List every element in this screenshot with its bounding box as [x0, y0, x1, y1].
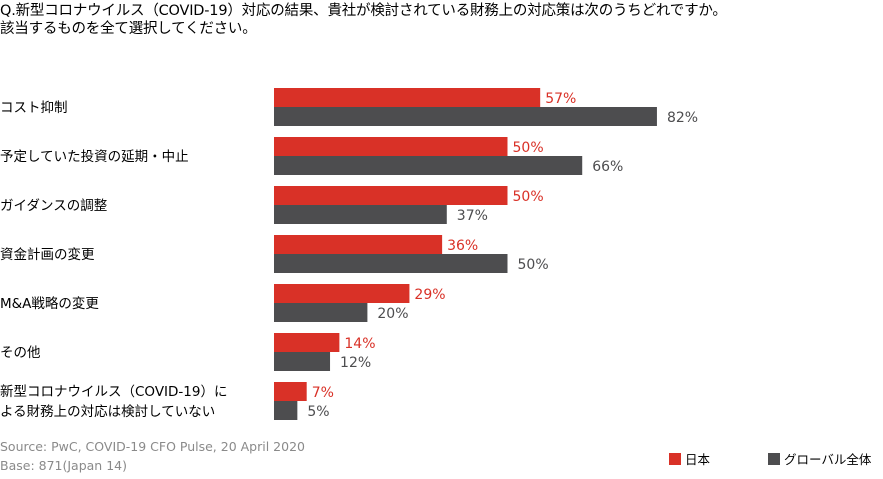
chart-footnote: Source: PwC, COVID-19 CFO Pulse, 20 Apri…	[0, 437, 305, 475]
value-label-japan: 50%	[513, 189, 544, 205]
bar-japan	[274, 382, 307, 401]
value-label-global: 12%	[340, 355, 371, 371]
bar-global	[274, 107, 657, 126]
bar-japan	[274, 284, 410, 303]
source-note: Source: PwC, COVID-19 CFO Pulse, 20 Apri…	[0, 439, 305, 454]
bar-global	[274, 401, 298, 420]
bar-global	[274, 352, 331, 371]
base-note: Base: 871(Japan 14)	[0, 458, 127, 473]
legend-label-japan: 日本	[685, 452, 711, 467]
bar-global	[274, 303, 368, 322]
value-label-japan: 50%	[513, 140, 544, 156]
category-label: M&A戦略の変更	[0, 295, 99, 312]
value-label-global: 50%	[518, 257, 549, 273]
title-line-1: Q.新型コロナウイルス（COVID-19）対応の結果、貴社が検討されている財務上…	[0, 3, 727, 19]
category-label: よる財務上の対応は検討していない	[0, 404, 215, 420]
bar-global	[274, 254, 508, 273]
bar-japan	[274, 137, 508, 156]
bar-global	[274, 156, 583, 175]
value-label-japan: 29%	[414, 287, 445, 303]
bar-japan	[274, 88, 541, 107]
value-label-global: 66%	[592, 159, 623, 175]
bar-japan	[274, 333, 340, 352]
value-label-global: 20%	[377, 306, 408, 322]
category-label: 新型コロナウイルス（COVID-19）に	[0, 384, 227, 400]
bar-japan	[274, 235, 443, 254]
legend-swatch-japan	[669, 452, 681, 465]
category-label: コスト抑制	[0, 100, 68, 116]
category-label: その他	[0, 345, 41, 361]
legend-item-global: グローバル全体	[768, 449, 871, 468]
value-label-global: 37%	[457, 208, 488, 224]
legend-swatch-global	[768, 452, 780, 465]
category-label: 予定していた投資の延期・中止	[0, 149, 189, 165]
value-label-japan: 7%	[312, 385, 334, 401]
legend-label-global: グローバル全体	[784, 452, 872, 467]
value-label-japan: 36%	[447, 238, 478, 254]
legend-item-japan: 日本	[669, 449, 710, 468]
value-label-japan: 57%	[545, 91, 576, 107]
bar-global	[274, 205, 447, 224]
chart-title: Q.新型コロナウイルス（COVID-19）対応の結果、貴社が検討されている財務上…	[0, 2, 883, 38]
title-line-2: 該当するものを全て選択してください。	[0, 21, 257, 37]
category-label: ガイダンスの調整	[0, 198, 107, 214]
value-label-japan: 14%	[344, 336, 375, 352]
value-label-global: 5%	[307, 404, 329, 420]
value-label-global: 82%	[667, 110, 698, 126]
category-label: 資金計画の変更	[0, 246, 95, 263]
bar-japan	[274, 186, 508, 205]
